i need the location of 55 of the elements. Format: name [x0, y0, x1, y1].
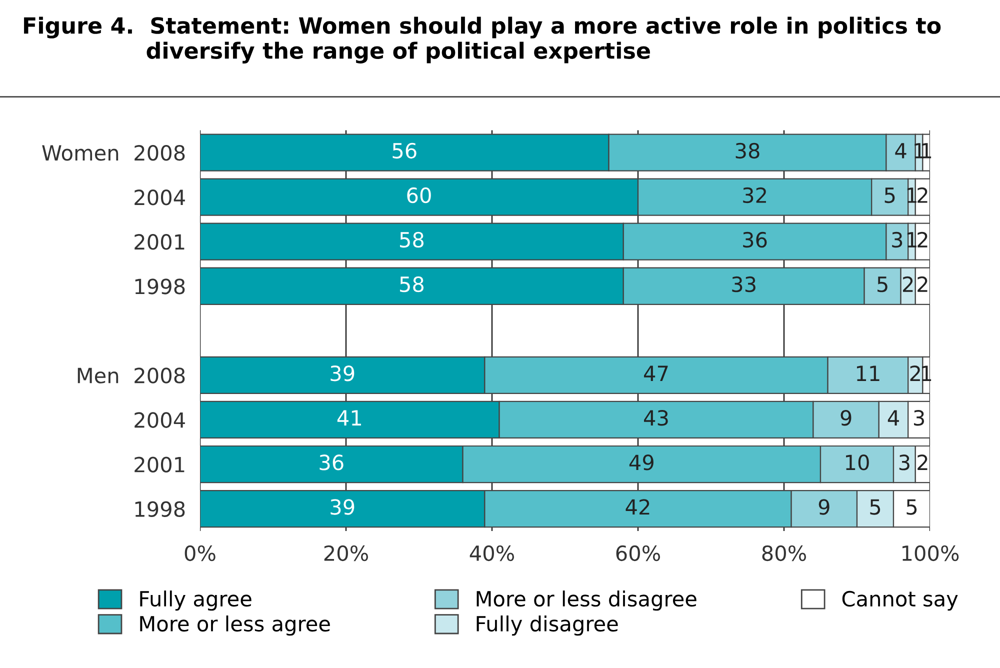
data-label: 2	[918, 276, 928, 292]
data-label: 32	[743, 187, 766, 204]
data-label: 4	[888, 410, 899, 426]
x-tick-label: 60%	[616, 545, 660, 562]
x-tick-label: 80%	[762, 545, 806, 562]
data-label: 9	[818, 499, 830, 515]
data-label: 39	[330, 499, 354, 515]
data-label: 58	[400, 276, 424, 292]
y-tick-label: 1998	[135, 501, 185, 518]
x-tick-label: 40%	[470, 545, 514, 562]
data-label: 58	[400, 232, 424, 248]
data-label: 5	[878, 276, 888, 292]
data-label: 41	[337, 410, 361, 426]
y-tick-label: 2001	[134, 234, 184, 250]
data-label: 42	[626, 499, 650, 515]
x-tick-label: 100%	[902, 545, 959, 562]
data-label: 2	[903, 276, 913, 292]
legend-label: More or less disagree	[476, 590, 696, 611]
x-tick-label: 0%	[184, 545, 216, 562]
data-label: 3	[892, 232, 902, 248]
data-label: 33	[732, 276, 756, 292]
data-label: 47	[644, 366, 668, 381]
data-label: 49	[629, 454, 654, 470]
data-label: 3	[914, 410, 924, 426]
data-label: 5	[870, 499, 880, 515]
data-label: 10	[846, 454, 869, 470]
y-tick-label: Men 2008	[78, 368, 185, 384]
y-tick-label: 2004	[134, 190, 185, 206]
data-label: 2	[910, 365, 920, 381]
data-label: 60	[407, 187, 431, 204]
legend-label: Cannot say	[842, 590, 958, 611]
data-label: 3	[899, 454, 910, 470]
data-label: 4	[895, 143, 906, 158]
data-label: 43	[644, 410, 668, 426]
data-label: 36	[320, 454, 344, 470]
chart-title: Figure 4. Statement: Women should play a more active role in politics to diversify the range of political expertise	[24, 16, 941, 64]
x-tick-label: 20%	[324, 545, 368, 562]
data-label: 11	[856, 366, 880, 381]
data-label: 56	[392, 142, 416, 159]
legend-label: More or less agree	[140, 615, 330, 636]
data-label: 2	[918, 454, 928, 470]
y-tick-label: 1998	[135, 278, 185, 294]
data-label: 5	[884, 188, 895, 204]
data-label: 2	[918, 232, 928, 248]
data-label: 36	[743, 232, 767, 248]
data-label: 5	[906, 499, 917, 515]
data-label: 39	[330, 365, 354, 382]
legend-label: Fully disagree	[476, 615, 618, 636]
y-tick-label: 2004	[134, 412, 185, 428]
data-label: 38	[736, 142, 760, 159]
y-tick-label: 2001	[134, 456, 184, 472]
y-tick-label: Women 2008	[42, 144, 185, 161]
data-label: 2	[918, 187, 928, 203]
legend-label: Fully agree	[140, 590, 252, 611]
data-label: 9	[840, 410, 852, 426]
